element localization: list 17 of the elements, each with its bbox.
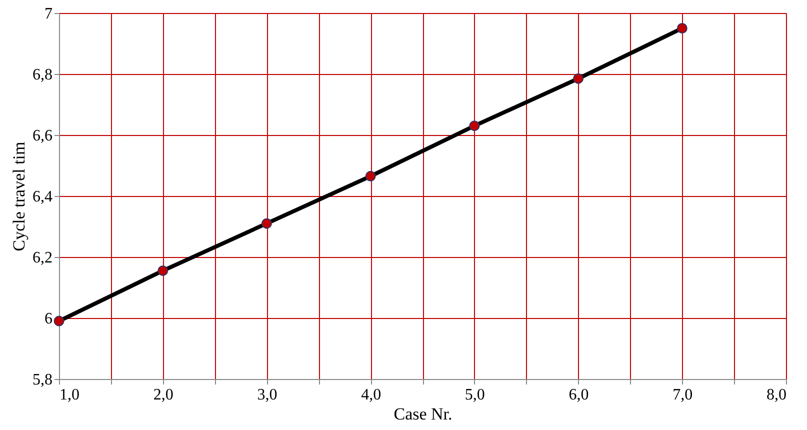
x-tick-label: 3,0 — [257, 386, 278, 404]
y-tick-label: 6,8 — [32, 66, 52, 84]
x-tick-label: 2,0 — [153, 386, 174, 404]
y-tick-label: 5,8 — [32, 372, 52, 388]
y-tick-label: 6,2 — [32, 250, 52, 266]
y-tick-label: 6 — [44, 310, 52, 328]
y-tick-label: 6,6 — [32, 128, 52, 144]
y-tick-label: 7 — [44, 6, 52, 22]
x-tick-label: 7,0 — [672, 386, 693, 404]
x-tick-label: 6,0 — [568, 386, 589, 404]
x-tick-label: 5,0 — [464, 386, 485, 404]
x-axis-title: Case Nr. — [394, 404, 452, 424]
x-tick-label: 1,0 — [60, 386, 80, 404]
x-tick-label: 8,0 — [766, 386, 786, 404]
y-axis-title: Cycle travel tim — [10, 142, 28, 252]
y-tick-label: 6,4 — [32, 188, 52, 206]
x-tick-label: 4,0 — [361, 386, 382, 404]
